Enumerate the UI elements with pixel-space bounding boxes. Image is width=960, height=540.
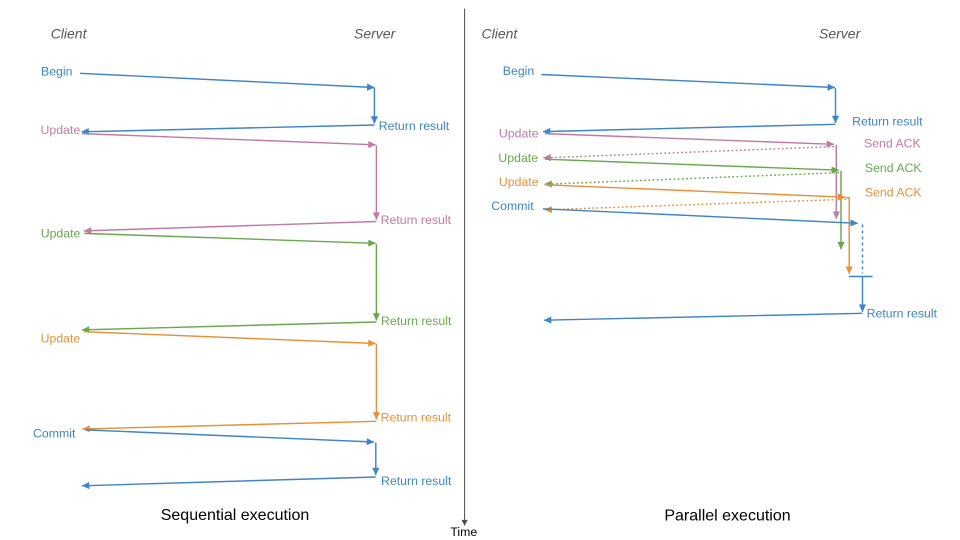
svg-text:Client: Client xyxy=(482,26,519,42)
svg-text:Return result: Return result xyxy=(381,474,452,488)
svg-text:Update: Update xyxy=(41,331,81,345)
svg-text:Update: Update xyxy=(499,127,539,141)
svg-text:Send ACK: Send ACK xyxy=(865,161,923,175)
svg-text:Commit: Commit xyxy=(491,199,534,213)
svg-text:Return result: Return result xyxy=(867,307,938,321)
svg-text:Return result: Return result xyxy=(852,114,923,128)
svg-text:Send ACK: Send ACK xyxy=(864,137,922,151)
svg-text:Time: Time xyxy=(450,525,477,539)
svg-text:Update: Update xyxy=(41,227,81,241)
svg-text:Begin: Begin xyxy=(503,64,535,78)
svg-text:Return result: Return result xyxy=(381,314,452,328)
svg-text:Update: Update xyxy=(498,151,538,165)
svg-text:Update: Update xyxy=(41,123,81,137)
svg-text:Return result: Return result xyxy=(381,410,452,424)
svg-text:Send ACK: Send ACK xyxy=(865,185,923,199)
svg-text:Sequential execution: Sequential execution xyxy=(161,507,310,524)
svg-text:Update: Update xyxy=(499,175,539,189)
svg-text:Return result: Return result xyxy=(379,119,450,133)
svg-text:Client: Client xyxy=(51,26,88,42)
svg-text:Return result: Return result xyxy=(381,213,452,227)
svg-text:Parallel execution: Parallel execution xyxy=(664,507,790,524)
svg-text:Server: Server xyxy=(819,26,862,42)
svg-text:Begin: Begin xyxy=(41,64,73,78)
svg-text:Commit: Commit xyxy=(33,427,76,441)
svg-text:Server: Server xyxy=(354,26,397,42)
